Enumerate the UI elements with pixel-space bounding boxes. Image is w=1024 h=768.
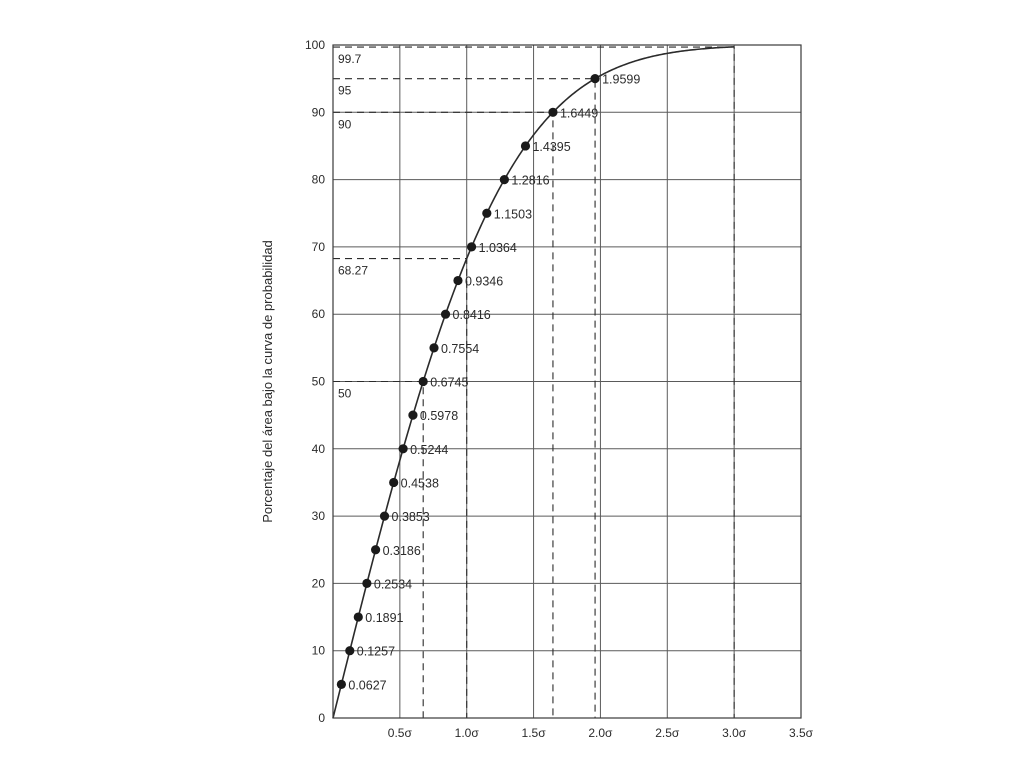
x-tick-label: 2.0σ — [588, 726, 613, 740]
y-tick-label: 30 — [312, 509, 326, 523]
data-point-label: 0.1257 — [357, 645, 395, 659]
data-point — [389, 477, 399, 488]
data-point — [398, 444, 408, 454]
y-tick-label: 0 — [318, 711, 325, 725]
data-point-label: 0.7554 — [441, 342, 479, 356]
data-point — [466, 242, 477, 252]
data-point-label: 1.0364 — [479, 241, 517, 255]
reference-label: 68.27 — [338, 264, 368, 278]
data-point — [418, 376, 428, 387]
y-tick-label: 40 — [312, 442, 326, 456]
data-point — [482, 208, 492, 218]
y-tick-label: 90 — [312, 105, 326, 119]
y-tick-label: 60 — [312, 307, 326, 321]
y-tick-label: 100 — [305, 38, 325, 52]
data-point — [336, 679, 346, 689]
data-point — [429, 343, 439, 353]
data-point-label: 0.2534 — [374, 577, 412, 591]
data-point-label: 1.6449 — [560, 106, 598, 120]
data-point — [371, 545, 381, 555]
data-point — [345, 646, 355, 656]
reference-label: 50 — [338, 387, 352, 401]
data-points: 0.0627 0.1257 0.1891 0.2534 0.3186 0.3853 0.45… — [336, 73, 640, 692]
data-point-label: 0.0627 — [348, 678, 386, 692]
plot-frame — [332, 44, 802, 719]
y-tick-label: 10 — [312, 644, 326, 658]
data-point-label: 1.1503 — [494, 207, 532, 221]
data-point-label: 0.1891 — [365, 611, 403, 625]
x-tick-label: 2.5σ — [655, 726, 680, 740]
y-tick-labels: 0 10 20 30 40 50 60 70 80 90 100 — [305, 38, 325, 725]
data-point — [590, 74, 600, 84]
cumulative-curve — [332, 46, 735, 719]
y-tick-label: 70 — [312, 240, 326, 254]
data-point-label: 0.3186 — [383, 544, 421, 558]
data-point-label: 0.5978 — [420, 409, 458, 423]
data-point-label: 0.9346 — [465, 275, 503, 289]
x-tick-label: 1.5σ — [522, 726, 547, 740]
data-point-label: 1.9599 — [602, 73, 640, 87]
data-point — [362, 578, 372, 589]
y-axis-label: Porcentaje del área bajo la curva de pro… — [260, 240, 275, 523]
data-point-label: 0.5244 — [410, 443, 448, 457]
data-point — [499, 175, 509, 185]
x-tick-label: 3.0σ — [722, 726, 747, 740]
x-tick-label: 0.5σ — [388, 726, 413, 740]
reference-label: 90 — [338, 117, 352, 131]
x-tick-label: 1.0σ — [455, 726, 480, 740]
reference-label: 99.7 — [338, 52, 362, 66]
data-point-label: 0.4538 — [401, 476, 439, 490]
data-point — [520, 141, 531, 151]
data-point — [548, 107, 558, 117]
y-tick-label: 50 — [312, 375, 326, 389]
x-tick-labels: 0.5σ 1.0σ 1.5σ 2.0σ 2.5σ 3.0σ 3.5σ — [388, 726, 814, 740]
data-point-label: 1.2816 — [511, 174, 549, 188]
data-point-label: 0.3853 — [392, 510, 430, 524]
data-point-label: 1.4395 — [532, 140, 570, 154]
data-point — [453, 275, 463, 286]
data-point — [353, 612, 363, 622]
x-tick-label: 3.5σ — [789, 726, 814, 740]
data-point-label: 0.8416 — [453, 308, 491, 322]
reference-label: 95 — [338, 84, 352, 98]
data-point-label: 0.6745 — [430, 376, 468, 390]
data-point — [379, 511, 390, 521]
data-point — [440, 309, 451, 319]
reference-guide-line — [333, 78, 596, 718]
y-tick-label: 80 — [312, 173, 326, 187]
y-tick-label: 20 — [312, 576, 326, 590]
data-point — [408, 410, 418, 420]
